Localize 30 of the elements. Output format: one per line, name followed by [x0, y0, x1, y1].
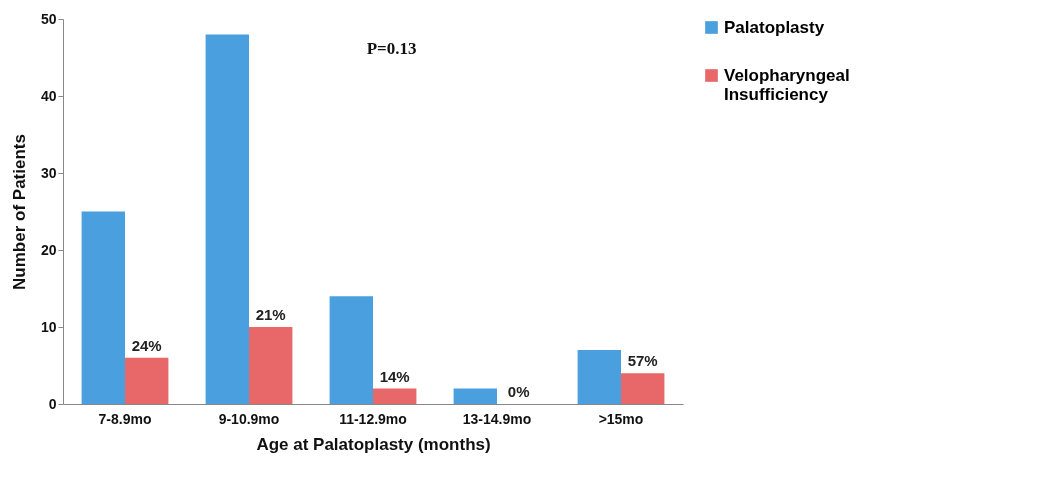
- bar: [577, 350, 621, 404]
- x-tick-label: 13-14.9mo: [462, 410, 532, 427]
- annotation: 0%: [507, 383, 530, 400]
- annotation: 24%: [131, 336, 162, 354]
- bar: [249, 327, 293, 404]
- annotation: 14%: [379, 367, 410, 385]
- y-tick-label: 30: [40, 164, 57, 181]
- y-tick-label: 20: [40, 241, 57, 258]
- y-axis-title: Number of Patients: [9, 134, 29, 290]
- y-tick-label: 10: [40, 318, 57, 335]
- x-tick-label: 7-8.9mo: [98, 410, 152, 427]
- x-tick-label: 11-12.9mo: [339, 410, 407, 427]
- annotation: 21%: [255, 306, 286, 323]
- bar: [621, 373, 665, 404]
- annotation: 57%: [627, 352, 658, 370]
- x-axis-title: Age at Palatoplasty (months): [256, 434, 491, 454]
- bar: [125, 357, 169, 404]
- annotation: P=0.13: [366, 39, 417, 58]
- bar: [81, 211, 125, 404]
- legend-label: Palatoplasty: [724, 17, 825, 37]
- y-tick-label: 50: [40, 10, 57, 27]
- legend-label: Velopharyngeal Insufficiency: [724, 65, 850, 104]
- bar: [373, 388, 417, 404]
- bar: [329, 296, 373, 404]
- x-tick-label: 9-10.9mo: [218, 410, 280, 427]
- x-tick-label: >15mo: [598, 410, 644, 427]
- bar: [205, 34, 249, 404]
- bar: [453, 388, 497, 404]
- y-tick-label: 40: [40, 87, 57, 104]
- y-tick-label: 0: [48, 395, 57, 412]
